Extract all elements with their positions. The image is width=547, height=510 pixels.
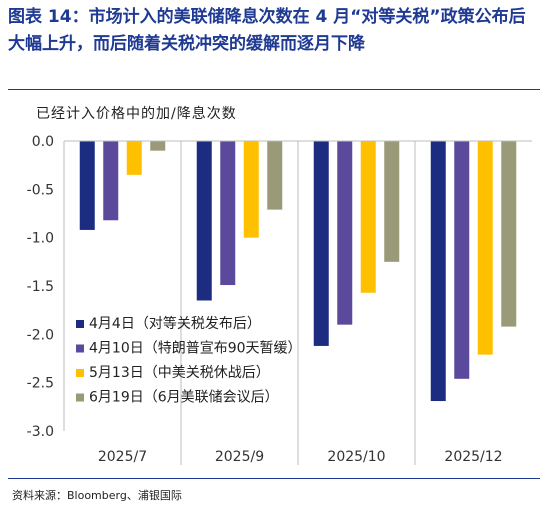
- y-axis-label: 已经计入价格中的加/降息次数: [36, 106, 237, 122]
- legend-swatch: [76, 393, 84, 402]
- x-tick-label: 2025/7: [98, 449, 147, 465]
- figure-title-text: 市场计入的美联储降息次数在 4 月“对等关税”政策公布后大幅上升，而后随着关税冲…: [8, 7, 526, 54]
- y-tick-label: -1.0: [27, 231, 54, 247]
- title-divider: [8, 89, 540, 90]
- bar: [360, 141, 376, 293]
- y-tick-label: -2.5: [27, 376, 54, 392]
- legend-swatch: [76, 344, 84, 353]
- legend-label: 4月4日（对等关税发布后）: [89, 315, 261, 332]
- bar: [267, 141, 283, 210]
- bar: [477, 141, 493, 355]
- bar: [126, 141, 142, 175]
- legend-swatch: [76, 320, 84, 328]
- bar: [384, 141, 400, 262]
- bar: [150, 141, 166, 151]
- legend-label: 5月13日（中美关税休战后）: [89, 365, 270, 381]
- bar: [243, 141, 259, 238]
- y-tick-label: -2.0: [27, 327, 54, 343]
- source-note: 资料来源：Bloomberg、浦银国际: [12, 489, 182, 502]
- bar: [337, 141, 353, 325]
- bar: [501, 141, 517, 327]
- y-tick-label: 0.0: [32, 134, 54, 150]
- bar: [454, 141, 470, 379]
- legend-label: 6月19日（6月美联储会议后）: [89, 390, 279, 406]
- x-tick-label: 2025/12: [444, 449, 502, 465]
- bar: [103, 141, 119, 221]
- legend-label: 4月10日（特朗普宣布90天暂缓）: [89, 341, 302, 357]
- figure-title: 图表 14：市场计入的美联储降息次数在 4 月“对等关税”政策公布后大幅上升，而…: [8, 4, 540, 58]
- bar: [196, 141, 212, 301]
- bar: [79, 141, 95, 230]
- bottom-divider: [8, 478, 540, 479]
- x-tick-label: 2025/9: [215, 449, 264, 465]
- x-tick-label: 2025/10: [327, 449, 385, 465]
- y-tick-label: -3.0: [27, 424, 54, 440]
- y-tick-label: -1.5: [27, 279, 54, 295]
- bar-chart: 0.0 -0.5 -1.0 -1.5 -2.0 -2.5 -3.0 2025/7 2025/9 2…: [27, 134, 532, 465]
- figure-number: 图表 14：: [8, 7, 89, 27]
- y-tick-label: -0.5: [27, 182, 54, 198]
- bar: [313, 141, 329, 346]
- bar: [220, 141, 236, 286]
- legend-swatch: [76, 369, 84, 377]
- bar: [430, 141, 446, 402]
